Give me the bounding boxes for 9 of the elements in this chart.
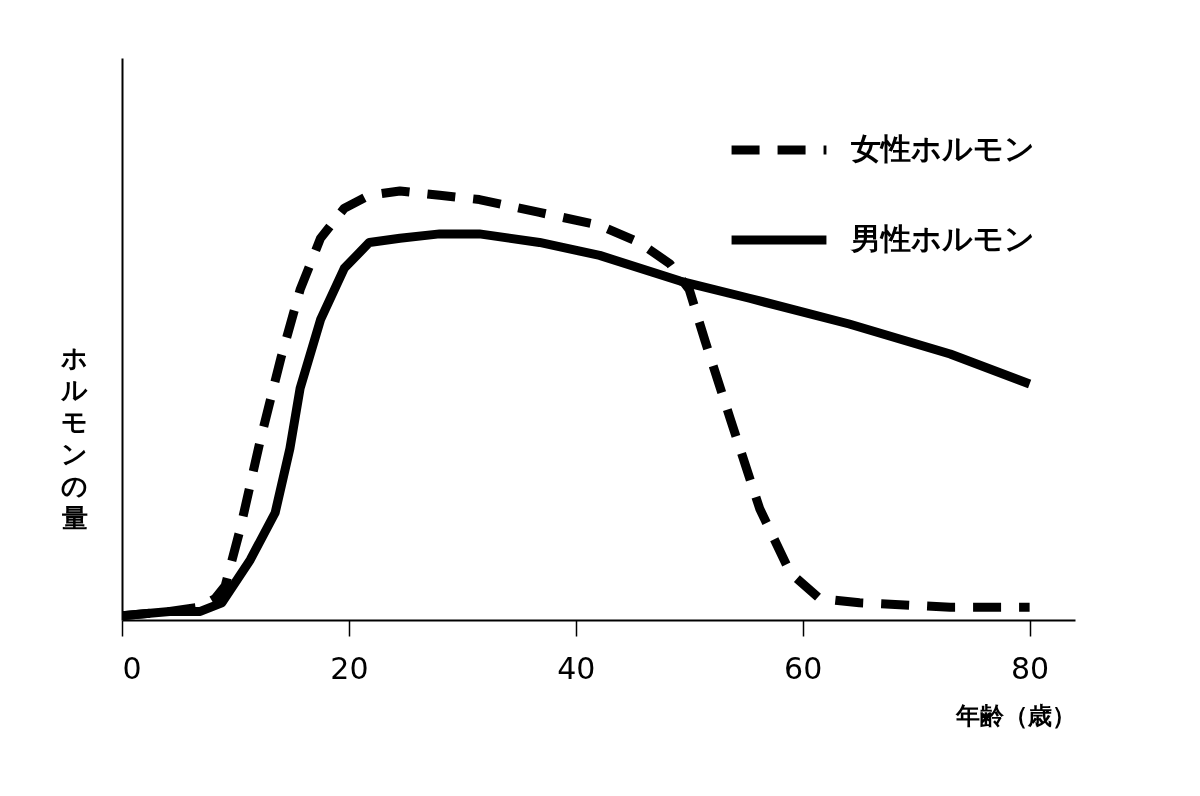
x-axis-title: 年齢（歳） (954, 701, 1076, 730)
x-tick-label: 60 (784, 650, 823, 686)
x-tick-label: 80 (1011, 650, 1050, 686)
legend-label: 男性ホルモン (850, 221, 1035, 256)
x-tick-label: 0 (122, 650, 142, 686)
x-tick-label: 40 (557, 650, 596, 686)
y-axis-title: ホルモンの量 (60, 342, 88, 533)
legend-label: 女性ホルモン (850, 131, 1035, 166)
x-tick-label: 20 (330, 650, 369, 686)
